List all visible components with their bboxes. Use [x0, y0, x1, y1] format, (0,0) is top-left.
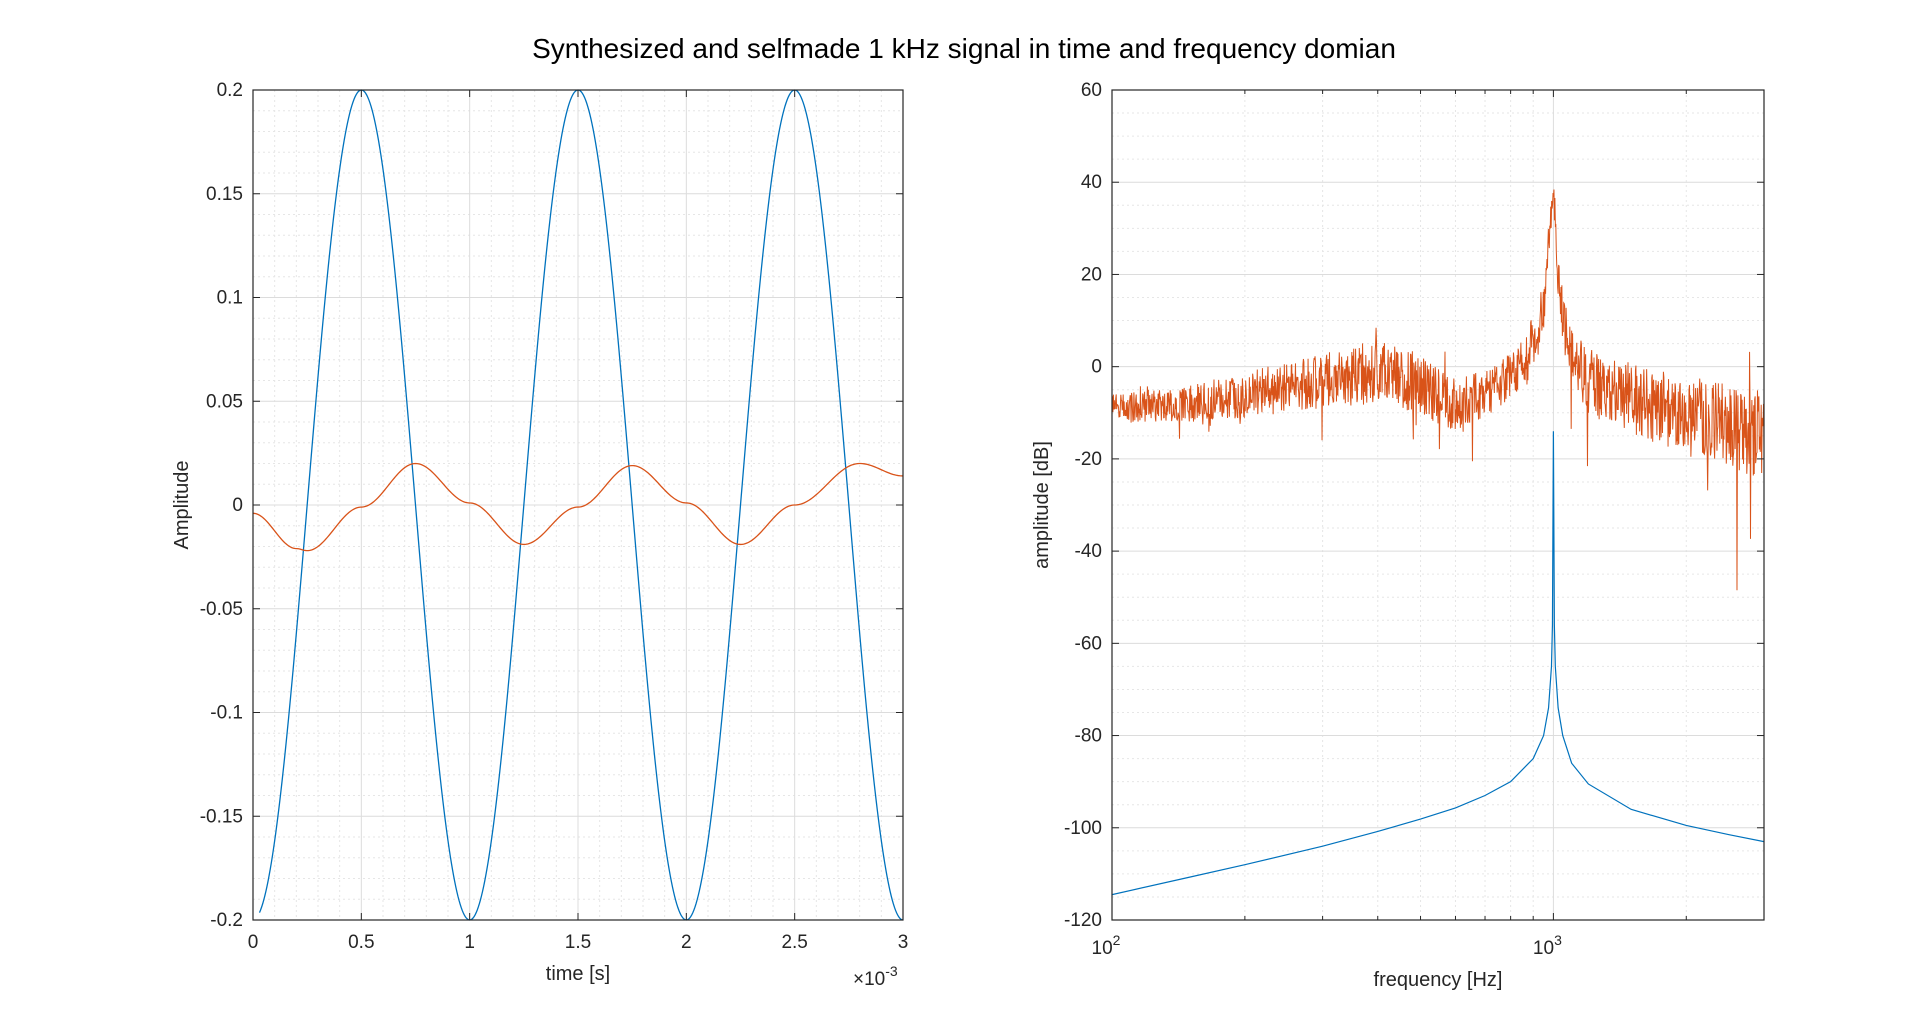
frequency-series-1-line [1112, 431, 1764, 896]
time-x-tick-label: 1.5 [565, 932, 591, 953]
time-y-tick-label: 0.15 [206, 184, 243, 205]
frequency-y-tick-label: 20 [1081, 264, 1102, 285]
frequency-x-tick-labels: 102 103 [1092, 932, 1563, 959]
time-y-tick-label: -0.15 [200, 806, 243, 827]
frequency-x-tick-label: 103 [1533, 932, 1562, 959]
time-x-tick-label: 2 [681, 932, 692, 953]
time-x-tick-label: 0.5 [348, 932, 374, 953]
frequency-minor-grid [1112, 90, 1764, 920]
frequency-x-tick-label: 102 [1092, 932, 1121, 959]
time-tick-marks [252, 89, 904, 921]
figure-title: Synthesized and selfmade 1 kHz signal in… [532, 33, 1396, 64]
time-y-tick-label: 0.05 [206, 391, 243, 412]
frequency-series-group [1112, 189, 1764, 896]
time-x-tick-label: 0 [248, 932, 259, 953]
time-y-tick-label: 0.1 [217, 288, 243, 309]
frequency-y-tick-label: 40 [1081, 172, 1102, 193]
frequency-y-tick-label: -40 [1075, 541, 1102, 562]
frequency-tick-marks [1111, 89, 1764, 921]
frequency-series-2-line [1112, 189, 1764, 591]
time-series-2-line [252, 462, 904, 552]
time-x-exponent: ×10-3 [853, 963, 898, 990]
frequency-y-tick-labels: -120 -100 -80 -60 -40 -20 0 20 40 60 [1064, 80, 1102, 931]
time-x-axis-label: time [s] [546, 963, 610, 985]
time-x-tick-label: 3 [898, 932, 909, 953]
frequency-plot-frame [1111, 89, 1765, 921]
time-y-tick-label: -0.1 [210, 703, 243, 724]
time-y-tick-labels: -0.2 -0.15 -0.1 -0.05 0 0.05 0.1 0.15 0.2 [200, 80, 243, 931]
frequency-y-axis-label: amplitude [dB] [1031, 441, 1053, 569]
time-x-tick-labels: 0 0.5 1 1.5 2 2.5 3 [248, 932, 909, 953]
frequency-y-tick-label: -120 [1064, 910, 1102, 931]
time-y-tick-label: 0 [232, 495, 243, 516]
frequency-y-tick-label: -60 [1075, 633, 1102, 654]
frequency-y-tick-label: 0 [1091, 357, 1102, 378]
frequency-y-tick-label: -20 [1075, 449, 1102, 470]
time-y-tick-label: 0.2 [217, 80, 243, 101]
frequency-y-tick-label: -100 [1064, 818, 1102, 839]
frequency-y-tick-label: -80 [1075, 726, 1102, 747]
time-x-exponent-base: ×10 [853, 969, 885, 990]
time-x-tick-label: 1 [464, 932, 475, 953]
time-x-exponent-power: -3 [885, 963, 898, 979]
frequency-x-axis-label: frequency [Hz] [1374, 969, 1503, 991]
time-y-tick-label: -0.2 [210, 910, 243, 931]
time-domain-plot: 0 0.5 1 1.5 2 2.5 3 -0.2 -0.15 -0.1 -0.05 0 0.05 0.1… [171, 80, 908, 990]
frequency-domain-plot: 102 103 -120 -100 -80 -60 -40 -20 0 20 40 60 frequ… [1031, 80, 1765, 991]
frequency-y-tick-label: 60 [1081, 80, 1102, 101]
time-x-tick-label: 2.5 [781, 932, 807, 953]
time-y-axis-label: Amplitude [171, 461, 193, 550]
time-y-tick-label: -0.05 [200, 599, 243, 620]
